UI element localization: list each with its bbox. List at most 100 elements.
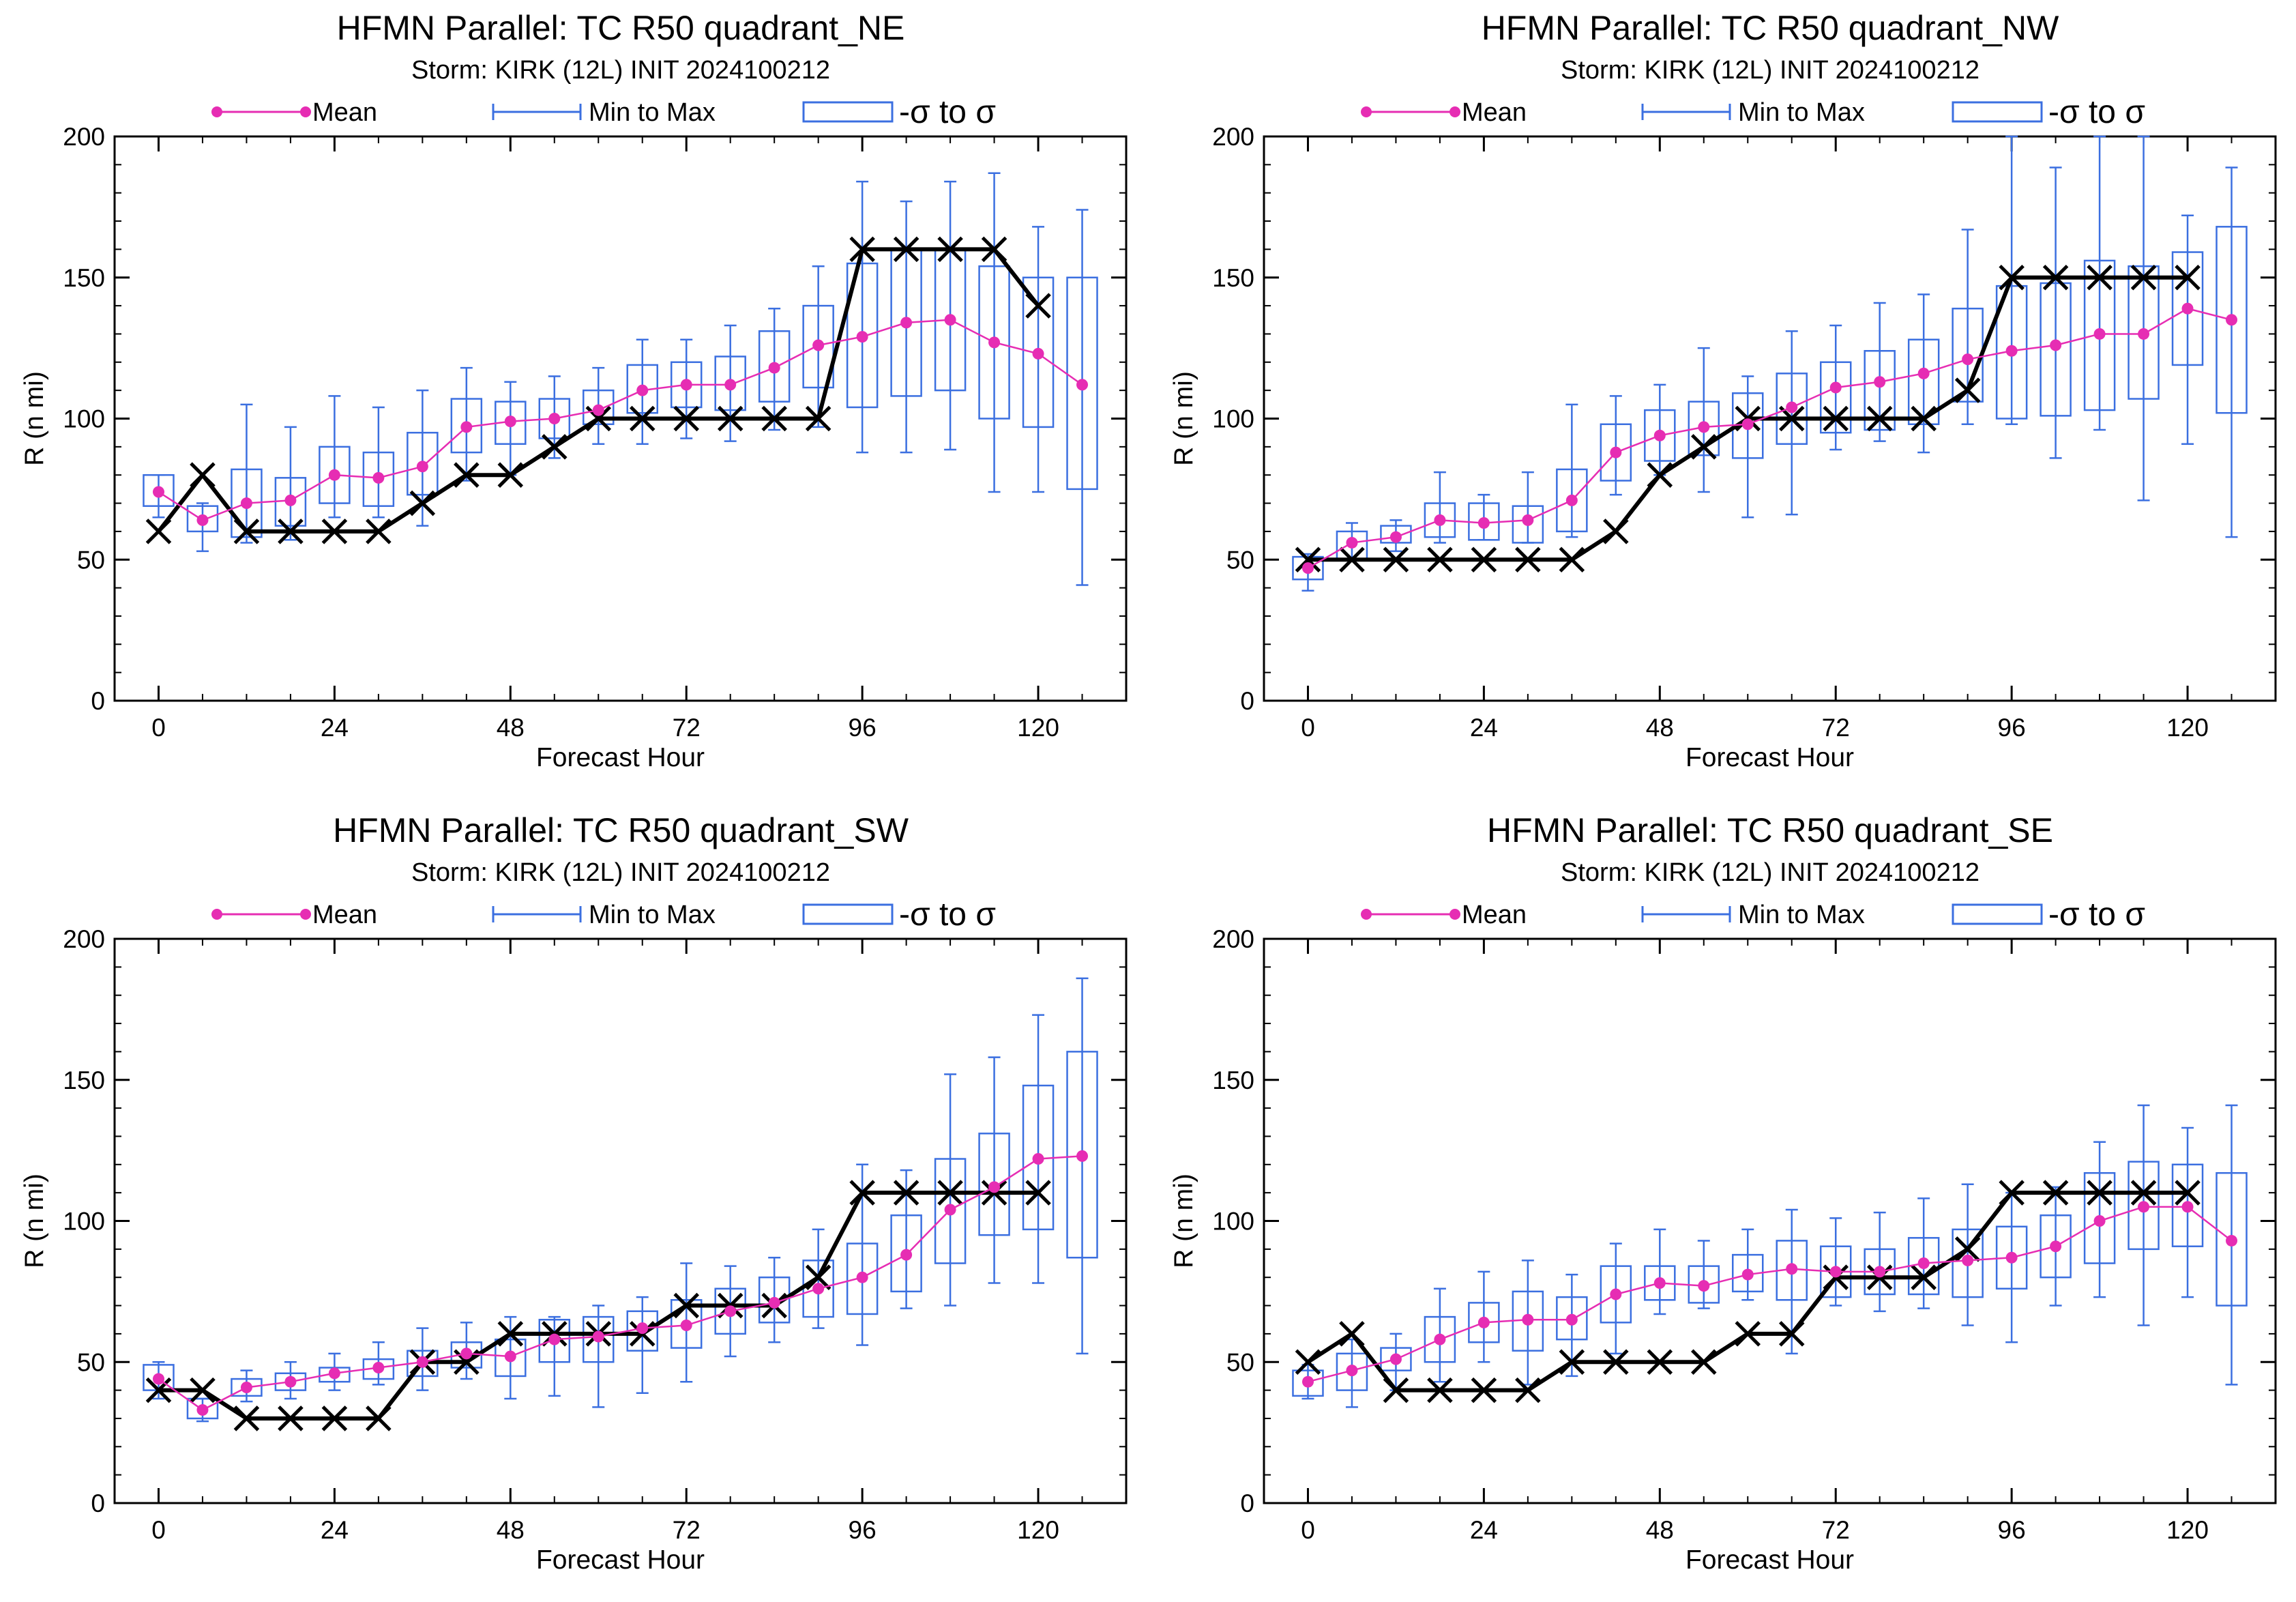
observed-marker-stroke bbox=[585, 405, 612, 432]
observed-marker-stroke bbox=[454, 462, 480, 488]
mean-point bbox=[1434, 1333, 1446, 1345]
observed-marker-stroke bbox=[1603, 1349, 1629, 1375]
mean-point bbox=[592, 404, 604, 416]
observed-marker bbox=[2042, 1180, 2069, 1206]
sigma-box bbox=[186, 505, 219, 533]
mean-point bbox=[1698, 1280, 1710, 1292]
observed-marker-stroke bbox=[717, 405, 744, 432]
sigma-box bbox=[1556, 468, 1588, 533]
observed-marker-stroke bbox=[145, 1377, 172, 1403]
mean-point bbox=[1477, 516, 1490, 529]
sigma-box bbox=[583, 1315, 615, 1363]
observed-marker bbox=[2175, 1180, 2201, 1206]
y-tick-label: 50 bbox=[1226, 546, 1254, 574]
mean-point bbox=[284, 494, 297, 506]
sigma-box bbox=[1776, 373, 1808, 445]
x-tick-label: 48 bbox=[1646, 714, 1674, 742]
mean-point bbox=[1032, 347, 1044, 360]
legend-sigma-box bbox=[1952, 903, 2043, 925]
sigma-box bbox=[143, 474, 175, 507]
sigma-box bbox=[1600, 1265, 1632, 1324]
legend-mean-marker bbox=[1361, 106, 1372, 117]
observed-marker bbox=[454, 462, 480, 488]
observed-marker bbox=[321, 1406, 348, 1431]
sigma-box bbox=[2171, 1163, 2204, 1247]
x-tick-label: 0 bbox=[1301, 1516, 1315, 1544]
observed-marker bbox=[761, 405, 787, 432]
legend-mean-marker bbox=[300, 909, 311, 920]
mean-point bbox=[2181, 302, 2194, 315]
mean-point bbox=[1874, 376, 1886, 388]
chart-title: HFMN Parallel: TC R50 quadrant_NW bbox=[1482, 9, 2059, 47]
mean-point bbox=[636, 1322, 649, 1335]
sigma-box bbox=[2128, 265, 2160, 400]
x-tick-label: 24 bbox=[321, 1516, 349, 1544]
mean-point bbox=[944, 314, 956, 326]
observed-marker bbox=[278, 519, 304, 544]
sigma-box bbox=[1600, 423, 1632, 482]
mean-point bbox=[856, 331, 868, 343]
observed-marker-stroke bbox=[1603, 519, 1629, 544]
observed-marker-stroke bbox=[2042, 264, 2069, 291]
legend-mean-marker bbox=[211, 909, 222, 920]
observed-marker-stroke bbox=[1999, 264, 2025, 291]
observed-marker-stroke bbox=[497, 462, 524, 488]
sigma-box bbox=[1644, 409, 1676, 462]
sigma-box bbox=[231, 1378, 263, 1397]
mean-point bbox=[2226, 314, 2238, 326]
x-tick-label: 120 bbox=[2166, 714, 2209, 742]
legend-range-label: Min to Max bbox=[1738, 901, 1865, 929]
observed-marker-stroke bbox=[1339, 1321, 1365, 1347]
y-tick-label: 50 bbox=[1226, 1348, 1254, 1376]
observed-marker-stroke bbox=[1427, 1377, 1453, 1403]
observed-marker-stroke bbox=[2130, 1180, 2157, 1206]
observed-marker bbox=[893, 1180, 919, 1206]
legend-sigma-box bbox=[1952, 101, 2043, 123]
observed-marker bbox=[937, 1180, 963, 1206]
x-tick-label: 24 bbox=[321, 714, 349, 742]
mean-point bbox=[1477, 1316, 1490, 1328]
sigma-box bbox=[758, 330, 791, 403]
sigma-box bbox=[2040, 282, 2072, 417]
sigma-box bbox=[495, 1338, 527, 1378]
mean-point bbox=[680, 379, 692, 391]
legend-mean-marker bbox=[300, 106, 311, 117]
mean-point bbox=[504, 1350, 516, 1363]
sigma-box bbox=[1864, 350, 1896, 431]
sigma-box bbox=[1907, 338, 1940, 426]
y-tick-label: 150 bbox=[63, 1066, 105, 1094]
observed-marker-stroke bbox=[2130, 264, 2157, 291]
sigma-box bbox=[934, 1158, 967, 1264]
observed-marker bbox=[805, 405, 831, 432]
mean-point bbox=[152, 486, 164, 498]
observed-marker-stroke bbox=[1471, 547, 1497, 573]
legend-mean-label: Mean bbox=[312, 98, 377, 127]
sigma-box bbox=[758, 1276, 791, 1324]
observed-marker-stroke bbox=[1691, 1349, 1717, 1375]
observed-marker bbox=[1778, 1321, 1805, 1347]
observed-marker bbox=[321, 519, 348, 544]
observed-marker-stroke bbox=[893, 236, 919, 263]
observed-marker-stroke bbox=[321, 519, 348, 544]
sigma-box bbox=[846, 1242, 879, 1315]
y-tick-label: 100 bbox=[63, 1208, 105, 1236]
observed-marker bbox=[1339, 1321, 1365, 1347]
observed-marker bbox=[542, 434, 568, 460]
observed-marker-stroke bbox=[673, 405, 699, 432]
y-tick-label: 0 bbox=[1240, 687, 1254, 715]
observed-marker-stroke bbox=[1339, 547, 1365, 573]
observed-marker bbox=[1866, 405, 1893, 432]
observed-marker bbox=[1911, 405, 1937, 432]
sigma-box bbox=[2171, 251, 2204, 366]
legend-sigma-label: -σ to σ bbox=[899, 94, 996, 130]
sigma-box bbox=[846, 262, 879, 409]
mean-point bbox=[1610, 446, 1622, 458]
chart-panel-3: HFMN Parallel: TC R50 quadrant_SE Storm: … bbox=[1169, 811, 2277, 1575]
legend-sigma-label: -σ to σ bbox=[899, 897, 996, 933]
sigma-box bbox=[1556, 1296, 1588, 1341]
y-tick-label: 0 bbox=[91, 687, 105, 715]
observed-marker bbox=[2042, 264, 2069, 291]
observed-marker-stroke bbox=[145, 519, 172, 544]
x-tick-label: 48 bbox=[497, 1516, 525, 1544]
observed-marker bbox=[497, 1321, 524, 1347]
